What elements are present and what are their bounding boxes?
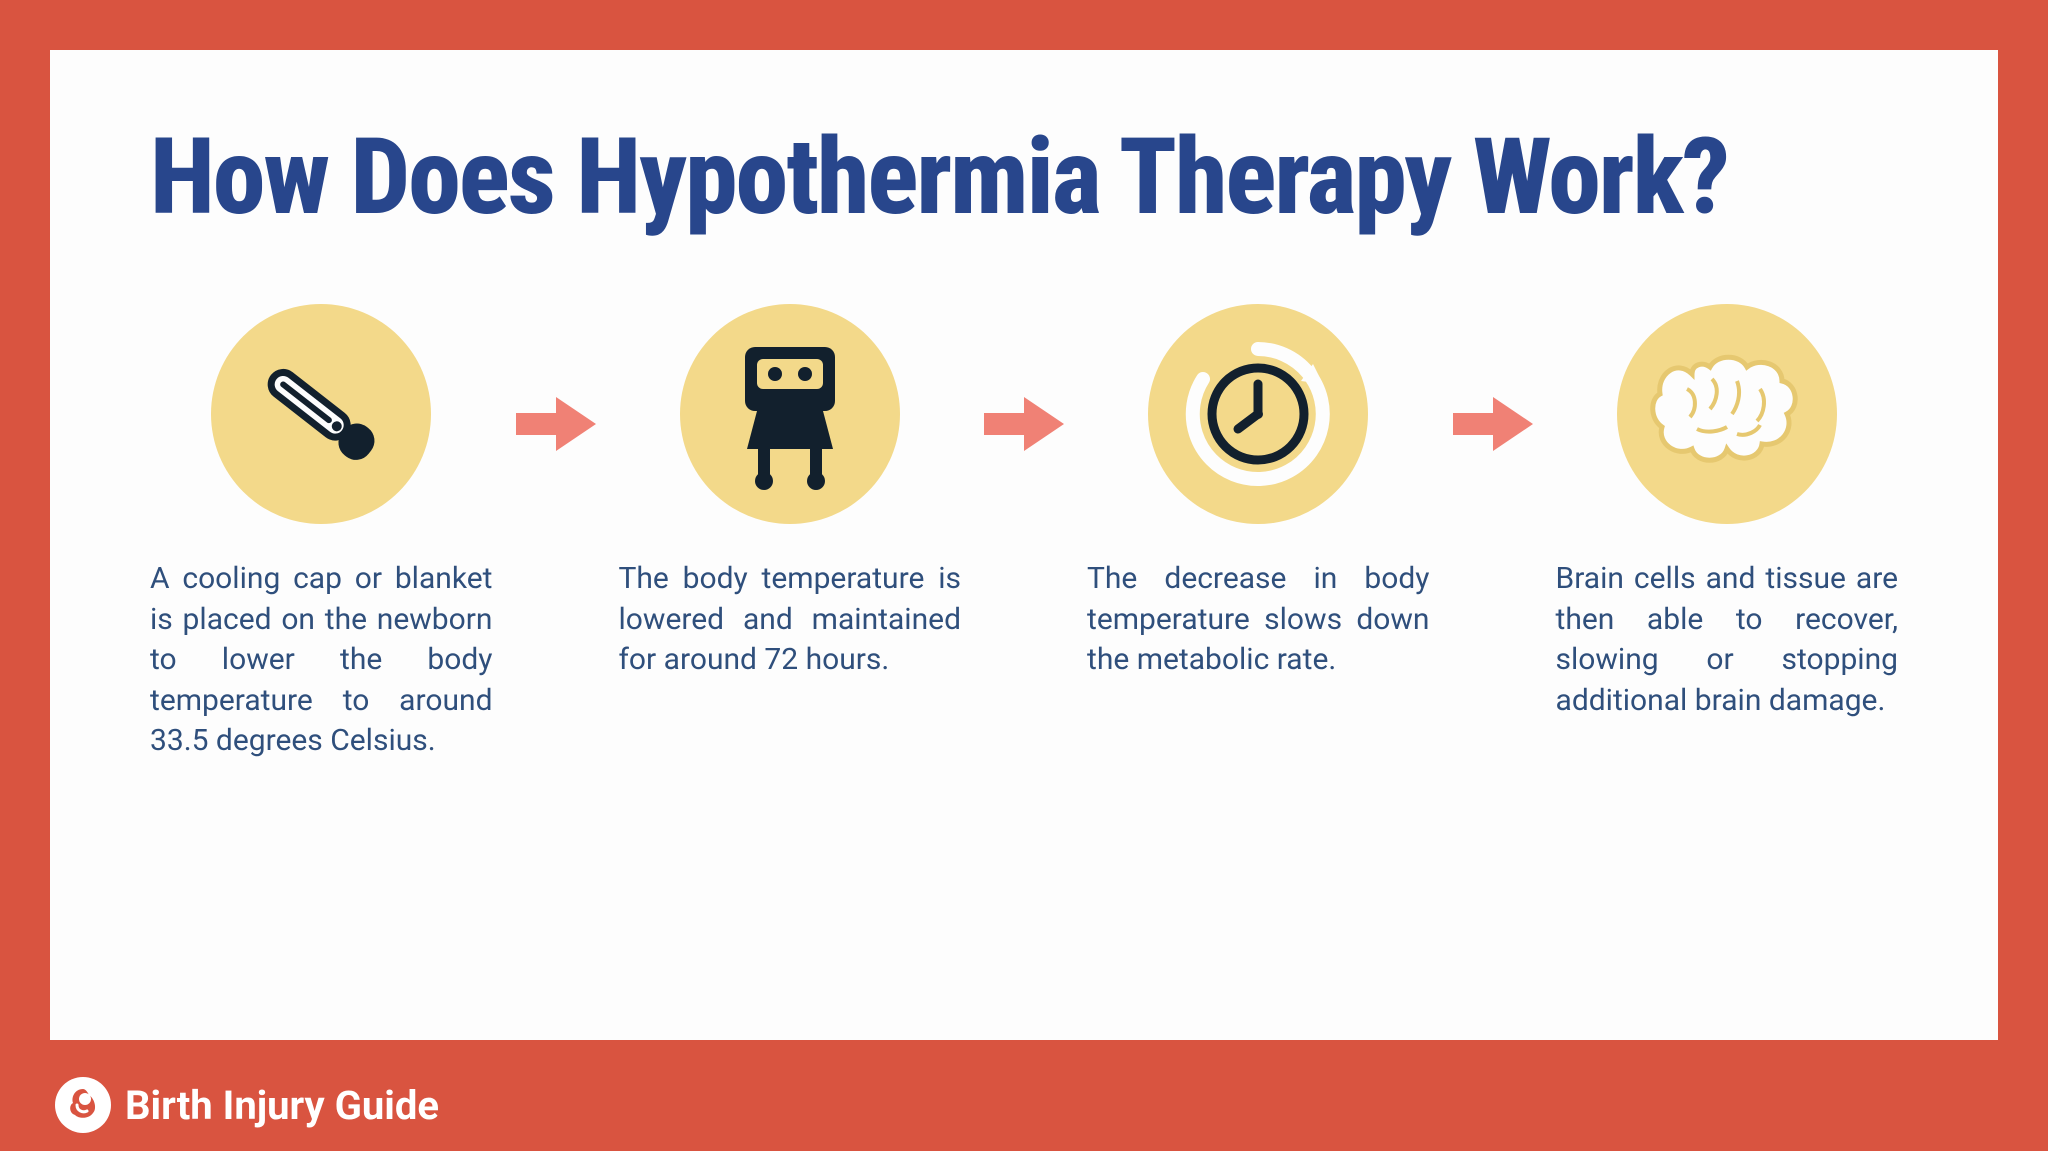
step-3-circle [1148,304,1368,524]
outer-frame: How Does Hypothermia Therapy Work? [0,0,2048,1151]
footer-brand: Birth Injury Guide [55,1077,439,1133]
step-3-text: The decrease in body temperature slows d… [1087,559,1430,681]
step-4: Brain cells and tissue are then able to … [1556,304,1899,721]
arrow-right-icon [979,389,1069,463]
step-2-text: The body temperature is lowered and main… [619,559,962,681]
step-2-circle [680,304,900,524]
clock-cycle-icon [1173,329,1343,499]
step-1: A cooling cap or blanket is placed on th… [150,304,493,762]
arrow-right-icon [1448,389,1538,463]
step-2: The body temperature is lowered and main… [619,304,962,681]
brand-logo [55,1077,111,1133]
process-flow: A cooling cap or blanket is placed on th… [150,304,1898,762]
cooling-machine-icon [715,329,865,499]
arrow-2 [979,389,1069,463]
arrow-3 [1448,389,1538,463]
arrow-1 [511,389,601,463]
arrow-right-icon [511,389,601,463]
brain-icon [1642,339,1812,489]
step-1-circle [211,304,431,524]
page-title: How Does Hypothermia Therapy Work? [150,120,1898,234]
step-3: The decrease in body temperature slows d… [1087,304,1430,681]
baby-hands-logo-icon [61,1081,105,1129]
step-1-text: A cooling cap or blanket is placed on th… [150,559,493,762]
step-4-text: Brain cells and tissue are then able to … [1556,559,1899,721]
thermometer-icon [241,334,401,494]
step-4-circle [1617,304,1837,524]
content-card: How Does Hypothermia Therapy Work? [50,50,1998,1040]
brand-name: Birth Injury Guide [125,1082,439,1129]
